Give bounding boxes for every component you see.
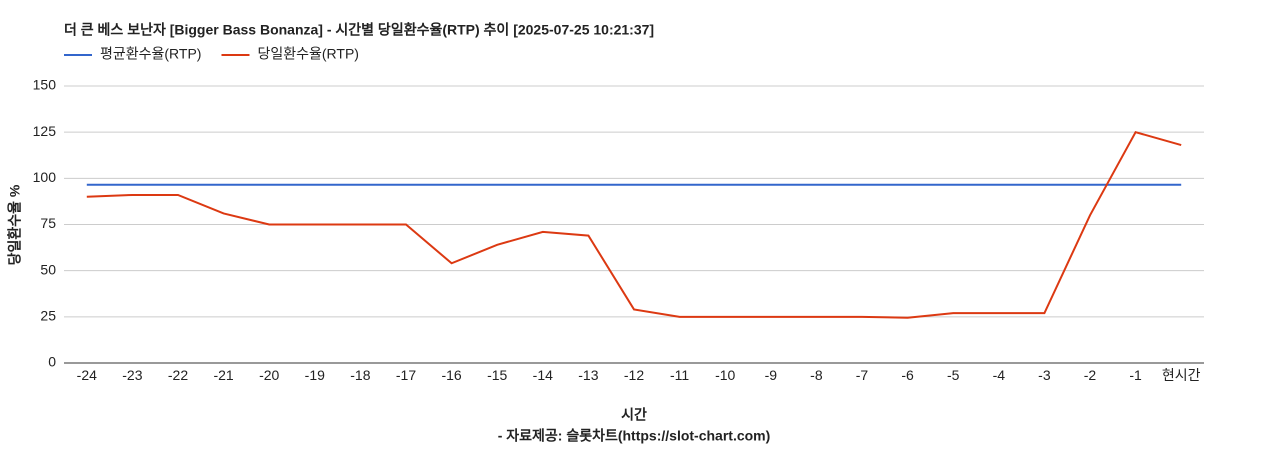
x-tick-label: -20 [259, 367, 280, 383]
x-tick-label: -10 [715, 367, 736, 383]
x-tick-label: -5 [946, 367, 960, 383]
x-tick-label: -3 [1038, 367, 1051, 383]
x-tick-label: -7 [855, 367, 869, 383]
x-axis-label: 시간 [621, 407, 647, 423]
x-tick-label: -24 [76, 367, 97, 383]
x-tick-label: -6 [901, 367, 914, 383]
x-tick-label: -22 [167, 367, 189, 383]
source: - 자료제공: 슬롯차트(https://slot-chart.com) [498, 428, 771, 444]
x-tick-label: -1 [1129, 367, 1142, 383]
x-tick-label: -8 [810, 367, 823, 383]
x-tick-label: -17 [395, 367, 417, 383]
x-tick-label: -21 [213, 367, 234, 383]
x-tick-label: -2 [1083, 367, 1097, 383]
line-series [86, 130, 1182, 319]
x-tick-label: -23 [122, 367, 143, 383]
y-tick-label: 0 [48, 354, 56, 370]
x-tick-label: 현시간 [1161, 367, 1201, 383]
x-tick-label: -14 [532, 367, 553, 383]
legend-label: 당일환수율(RTP) [257, 46, 358, 62]
legend-label: 평균환수율(RTP) [100, 46, 201, 62]
chart-title: 더 큰 베스 보난자 [Bigger Bass Bonanza] - 시간별 당… [64, 22, 654, 38]
x-tick-label: -12 [623, 367, 645, 383]
y-tick-label: 150 [33, 77, 57, 93]
y-tick-label: 25 [40, 308, 56, 324]
y-tick-label: 100 [33, 169, 57, 185]
y-tick-label: 75 [40, 215, 56, 231]
y-tick-label: 50 [40, 261, 56, 277]
x-tick-label: -9 [764, 367, 778, 383]
x-tick-label: -19 [304, 367, 325, 383]
x-tick-label: -13 [578, 367, 599, 383]
x-tick-label: -4 [992, 367, 1006, 383]
x-tick-label: -16 [441, 367, 462, 383]
x-tick-label: -18 [350, 367, 371, 383]
y-tick-label: 125 [33, 123, 57, 139]
y-axis-label: 당일환수율 % [7, 184, 23, 265]
x-tick-label: -15 [487, 367, 508, 383]
x-tick-label: -11 [669, 367, 690, 383]
